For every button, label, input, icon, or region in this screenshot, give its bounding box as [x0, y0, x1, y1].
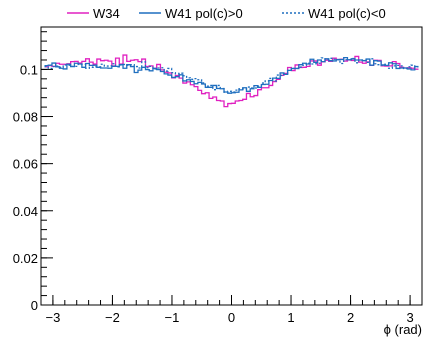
x-axis-title: ϕ (rad) — [384, 322, 422, 337]
y-tick-label: 0.1 — [20, 62, 38, 77]
y-tick-label: 0.04 — [13, 204, 38, 219]
plot-frame — [40, 26, 423, 306]
x-tick-label: −3 — [45, 310, 60, 325]
x-tick-label: 0 — [228, 310, 235, 325]
legend-label-1: W34 — [93, 6, 120, 21]
y-axis: 0 0.02 0.04 0.06 0.08 0.1 — [13, 31, 53, 313]
x-tick-label: 3 — [406, 310, 413, 325]
x-tick-label: 1 — [287, 310, 294, 325]
series-line-3 — [44, 57, 419, 93]
series-layer — [44, 54, 419, 108]
x-tick-label: −1 — [165, 310, 180, 325]
y-tick-label: 0 — [31, 298, 38, 313]
legend: W34 W41 pol(c)>0 W41 pol(c)<0 — [67, 6, 386, 21]
x-tick-label: 2 — [347, 310, 354, 325]
x-tick-label: −2 — [105, 310, 120, 325]
legend-label-3: W41 pol(c)<0 — [308, 6, 386, 21]
y-tick-label: 0.02 — [13, 251, 38, 266]
series-line-1 — [44, 54, 419, 108]
series-line-2 — [44, 56, 419, 94]
y-tick-label: 0.08 — [13, 110, 38, 125]
legend-label-2: W41 pol(c)>0 — [165, 6, 243, 21]
y-tick-label: 0.06 — [13, 157, 38, 172]
x-axis: −3 −2 −1 0 1 2 3 — [40, 295, 423, 325]
